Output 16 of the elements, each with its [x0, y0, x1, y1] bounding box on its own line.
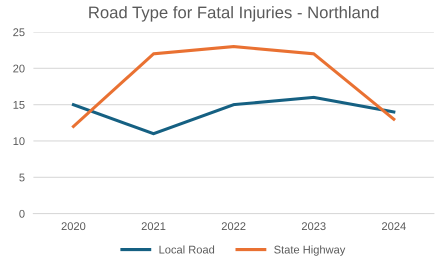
y-tick-label: 20 [13, 64, 25, 72]
x-tick-label: 2020 [62, 222, 86, 230]
y-tick-label: 5 [19, 174, 25, 182]
legend-label: State Highway [274, 245, 346, 256]
y-tick-label: 25 [13, 28, 25, 36]
legend-label: Local Road [160, 245, 214, 254]
chart-title: Road Type for Fatal Injuries - Northland [89, 6, 378, 22]
line-series [72, 96, 396, 136]
y-tick-label: 10 [14, 137, 25, 146]
x-tick-label: 2023 [302, 222, 326, 230]
x-tick-label: 2024 [382, 222, 406, 230]
x-tick-label: 2022 [222, 222, 246, 230]
y-tick-label: 0 [19, 210, 25, 218]
y-tick-label: 15 [14, 101, 25, 109]
x-tick-label: 2021 [142, 222, 166, 230]
line-series [72, 45, 396, 128]
